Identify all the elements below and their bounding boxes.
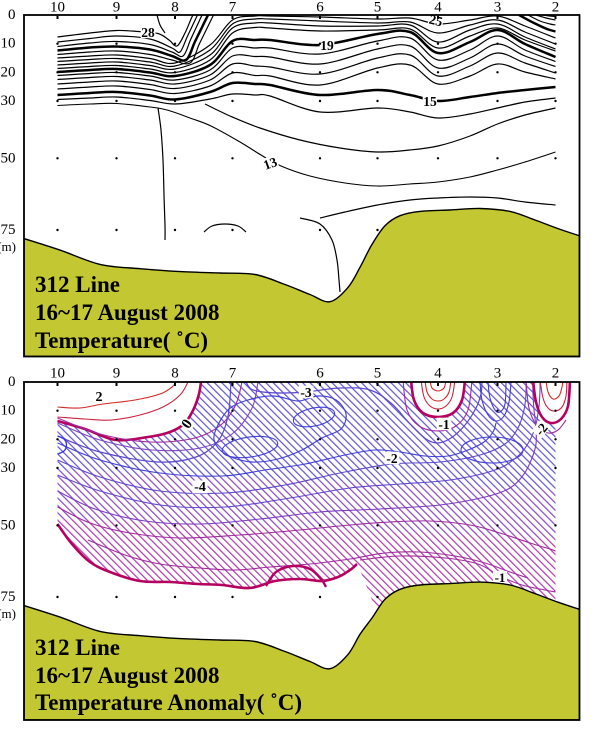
svg-text:(m): (m) bbox=[0, 606, 16, 621]
svg-text:28: 28 bbox=[141, 25, 155, 40]
svg-text:0: 0 bbox=[8, 374, 16, 390]
svg-text:0: 0 bbox=[8, 7, 16, 23]
svg-text:2: 2 bbox=[552, 0, 560, 16]
svg-text:16~17 August 2008: 16~17 August 2008 bbox=[35, 663, 220, 688]
svg-text:4: 4 bbox=[434, 0, 442, 16]
svg-text:8: 8 bbox=[171, 366, 179, 382]
svg-text:75: 75 bbox=[1, 589, 16, 605]
svg-text:50: 50 bbox=[1, 517, 16, 533]
svg-text:50: 50 bbox=[1, 150, 16, 166]
svg-text:7: 7 bbox=[229, 366, 237, 382]
svg-text:5: 5 bbox=[374, 366, 382, 382]
svg-text:312 Line: 312 Line bbox=[35, 272, 120, 297]
svg-text:20: 20 bbox=[1, 64, 16, 80]
svg-text:2: 2 bbox=[552, 366, 560, 382]
svg-text:3: 3 bbox=[494, 0, 502, 16]
svg-text:25: 25 bbox=[428, 12, 445, 30]
svg-text:-4: -4 bbox=[194, 480, 206, 495]
svg-text:10: 10 bbox=[1, 403, 16, 419]
svg-text:9: 9 bbox=[113, 0, 121, 16]
svg-text:6: 6 bbox=[316, 0, 324, 16]
svg-text:13: 13 bbox=[261, 154, 279, 173]
svg-text:Temperature Anomaly( ˚C): Temperature Anomaly( ˚C) bbox=[35, 690, 302, 715]
svg-text:10: 10 bbox=[1, 36, 16, 52]
svg-text:-2: -2 bbox=[386, 451, 397, 466]
svg-text:8: 8 bbox=[171, 0, 179, 16]
svg-text:30: 30 bbox=[1, 460, 16, 476]
svg-text:19: 19 bbox=[320, 38, 334, 53]
svg-text:10: 10 bbox=[50, 366, 65, 382]
svg-text:16~17 August 2008: 16~17 August 2008 bbox=[35, 300, 220, 325]
svg-text:3: 3 bbox=[494, 366, 502, 382]
svg-text:2: 2 bbox=[96, 390, 103, 405]
svg-text:5: 5 bbox=[374, 0, 382, 16]
svg-text:4: 4 bbox=[434, 366, 442, 382]
svg-text:15: 15 bbox=[423, 94, 437, 109]
svg-text:6: 6 bbox=[316, 366, 324, 382]
svg-text:(m): (m) bbox=[0, 239, 16, 254]
svg-text:Temperature( ˚C): Temperature( ˚C) bbox=[35, 328, 208, 353]
svg-text:75: 75 bbox=[1, 222, 16, 238]
svg-text:30: 30 bbox=[1, 93, 16, 109]
svg-text:-1: -1 bbox=[438, 417, 449, 432]
svg-text:10: 10 bbox=[50, 0, 65, 16]
svg-text:20: 20 bbox=[1, 431, 16, 447]
svg-text:-1: -1 bbox=[495, 570, 506, 585]
svg-text:7: 7 bbox=[229, 0, 237, 16]
svg-text:9: 9 bbox=[113, 366, 121, 382]
svg-text:-3: -3 bbox=[300, 385, 311, 400]
svg-text:312 Line: 312 Line bbox=[35, 635, 120, 660]
